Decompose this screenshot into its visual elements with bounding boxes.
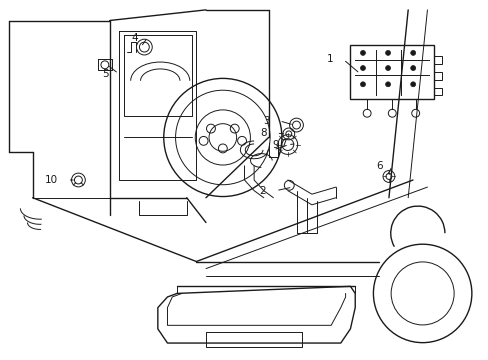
Bar	[433, 87, 441, 95]
Bar	[350, 45, 433, 99]
Text: 9: 9	[272, 140, 279, 149]
Text: 2: 2	[259, 186, 265, 195]
Text: 1: 1	[326, 54, 333, 64]
Text: 8: 8	[260, 128, 266, 138]
Circle shape	[410, 50, 415, 55]
Circle shape	[360, 50, 365, 55]
Circle shape	[385, 50, 390, 55]
Circle shape	[385, 82, 390, 87]
Circle shape	[360, 82, 365, 87]
Circle shape	[410, 66, 415, 71]
Text: 7: 7	[280, 139, 286, 149]
Circle shape	[360, 66, 365, 71]
Text: 4: 4	[131, 32, 137, 42]
Bar	[433, 56, 441, 64]
Text: 3: 3	[263, 116, 269, 126]
Text: 10: 10	[44, 175, 58, 185]
Text: 6: 6	[375, 161, 382, 171]
Circle shape	[410, 82, 415, 87]
Bar	[433, 72, 441, 80]
Circle shape	[385, 66, 390, 71]
Text: 5: 5	[102, 69, 108, 79]
